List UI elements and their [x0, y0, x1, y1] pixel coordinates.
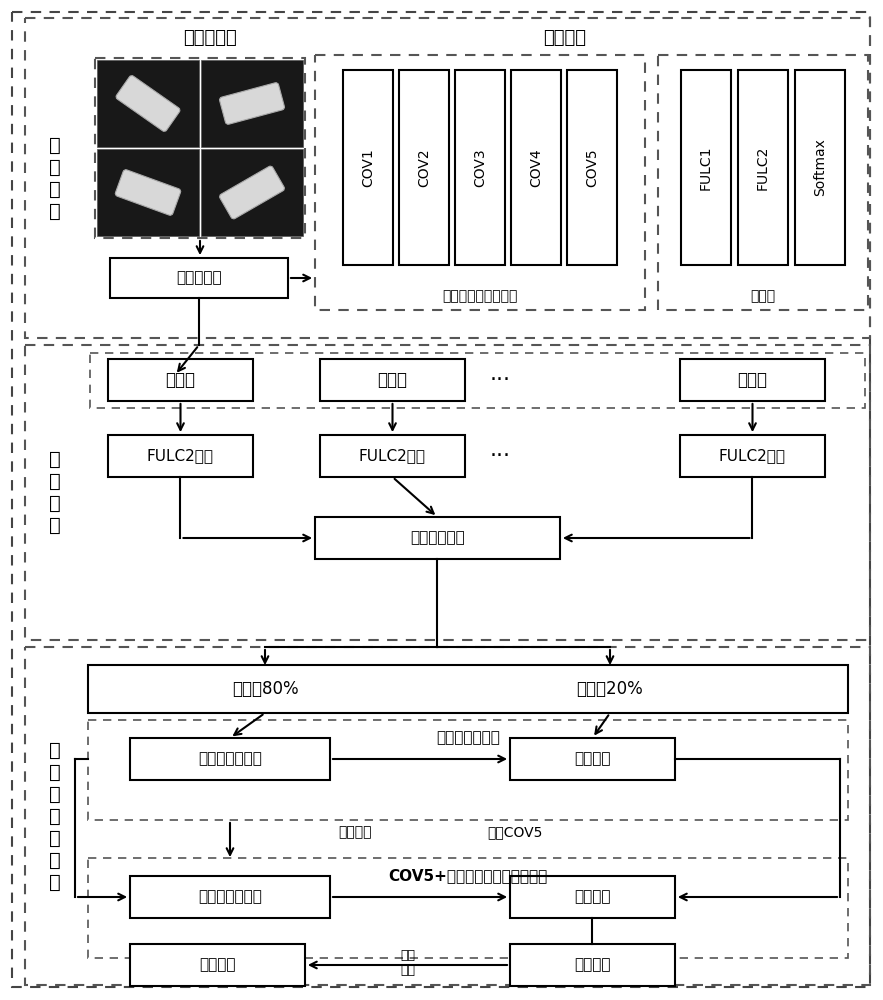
- Text: 虚封集: 虚封集: [378, 371, 407, 389]
- Bar: [455, 70, 505, 265]
- Bar: [88, 858, 848, 958]
- Bar: [130, 876, 330, 918]
- Bar: [130, 738, 330, 780]
- Bar: [25, 18, 870, 338]
- FancyBboxPatch shape: [220, 83, 284, 124]
- Text: 最终模型: 最终模型: [200, 958, 236, 972]
- Bar: [510, 944, 675, 986]
- Text: 糖果数据集: 糖果数据集: [183, 29, 237, 47]
- FancyBboxPatch shape: [220, 166, 284, 219]
- Bar: [130, 944, 305, 986]
- Bar: [88, 665, 848, 713]
- Bar: [108, 435, 253, 477]
- Text: 构
造
模
型: 构 造 模 型: [49, 135, 61, 221]
- Text: FULC2特征: FULC2特征: [359, 448, 426, 464]
- Bar: [681, 70, 731, 265]
- Bar: [88, 720, 848, 820]
- Text: FULC2特征: FULC2特征: [147, 448, 214, 464]
- FancyBboxPatch shape: [116, 170, 181, 215]
- Text: 特
征
连
接: 特 征 连 接: [49, 450, 61, 535]
- Text: 分类器参数训练: 分类器参数训练: [436, 730, 500, 746]
- Text: FULC2: FULC2: [756, 145, 770, 190]
- Text: COV5: COV5: [585, 148, 599, 187]
- Bar: [25, 345, 870, 640]
- Text: 分类器: 分类器: [751, 289, 775, 303]
- Bar: [658, 55, 868, 310]
- Bar: [320, 359, 465, 401]
- Bar: [567, 70, 617, 265]
- Bar: [680, 435, 825, 477]
- Text: 裸糖集: 裸糖集: [165, 371, 195, 389]
- Text: ···: ···: [489, 446, 510, 466]
- Bar: [738, 70, 788, 265]
- Bar: [201, 149, 303, 236]
- Text: 特征提取层（冻结）: 特征提取层（冻结）: [442, 289, 517, 303]
- Text: COV1: COV1: [361, 148, 375, 187]
- FancyBboxPatch shape: [116, 76, 180, 131]
- Text: 解冻COV5: 解冻COV5: [487, 825, 543, 839]
- Text: COV3: COV3: [473, 148, 487, 187]
- Bar: [110, 258, 288, 298]
- Bar: [511, 70, 561, 265]
- Text: 模型第二次训练: 模型第二次训练: [198, 890, 262, 904]
- Bar: [315, 517, 560, 559]
- Bar: [510, 738, 675, 780]
- Text: FULC2特征: FULC2特征: [719, 448, 786, 464]
- Text: 模型测试: 模型测试: [574, 890, 611, 904]
- Bar: [97, 149, 199, 236]
- Text: 模型测试: 模型测试: [574, 752, 611, 766]
- Bar: [90, 353, 865, 408]
- Text: Softmax: Softmax: [813, 139, 827, 196]
- Bar: [320, 435, 465, 477]
- Bar: [343, 70, 393, 265]
- Text: FULC1: FULC1: [699, 145, 713, 190]
- Text: 模型结构: 模型结构: [544, 29, 586, 47]
- Text: ···: ···: [489, 370, 510, 390]
- Text: 模
型
训
练
与
优
化: 模 型 训 练 与 优 化: [49, 740, 61, 892]
- Text: 图片预处理: 图片预处理: [177, 270, 222, 286]
- Bar: [97, 60, 199, 147]
- Text: 保存模型: 保存模型: [338, 825, 372, 839]
- Text: COV5+分类器参数训练（微调）: COV5+分类器参数训练（微调）: [389, 868, 547, 884]
- Text: 正面集: 正面集: [737, 371, 767, 389]
- Bar: [680, 359, 825, 401]
- Text: 测试集20%: 测试集20%: [577, 680, 644, 698]
- Bar: [108, 359, 253, 401]
- Text: 模型第一次训练: 模型第一次训练: [198, 752, 262, 766]
- Bar: [399, 70, 449, 265]
- Bar: [25, 647, 870, 985]
- Bar: [315, 55, 645, 310]
- Text: 训练集80%: 训练集80%: [231, 680, 298, 698]
- Text: 评估
优化: 评估 优化: [400, 949, 415, 977]
- Text: COV2: COV2: [417, 148, 431, 187]
- Bar: [795, 70, 845, 265]
- Bar: [95, 58, 305, 238]
- Bar: [201, 60, 303, 147]
- Text: COV4: COV4: [529, 148, 543, 187]
- Bar: [510, 876, 675, 918]
- Text: 获取级联特征: 获取级联特征: [410, 530, 464, 546]
- Text: 分类结果: 分类结果: [574, 958, 611, 972]
